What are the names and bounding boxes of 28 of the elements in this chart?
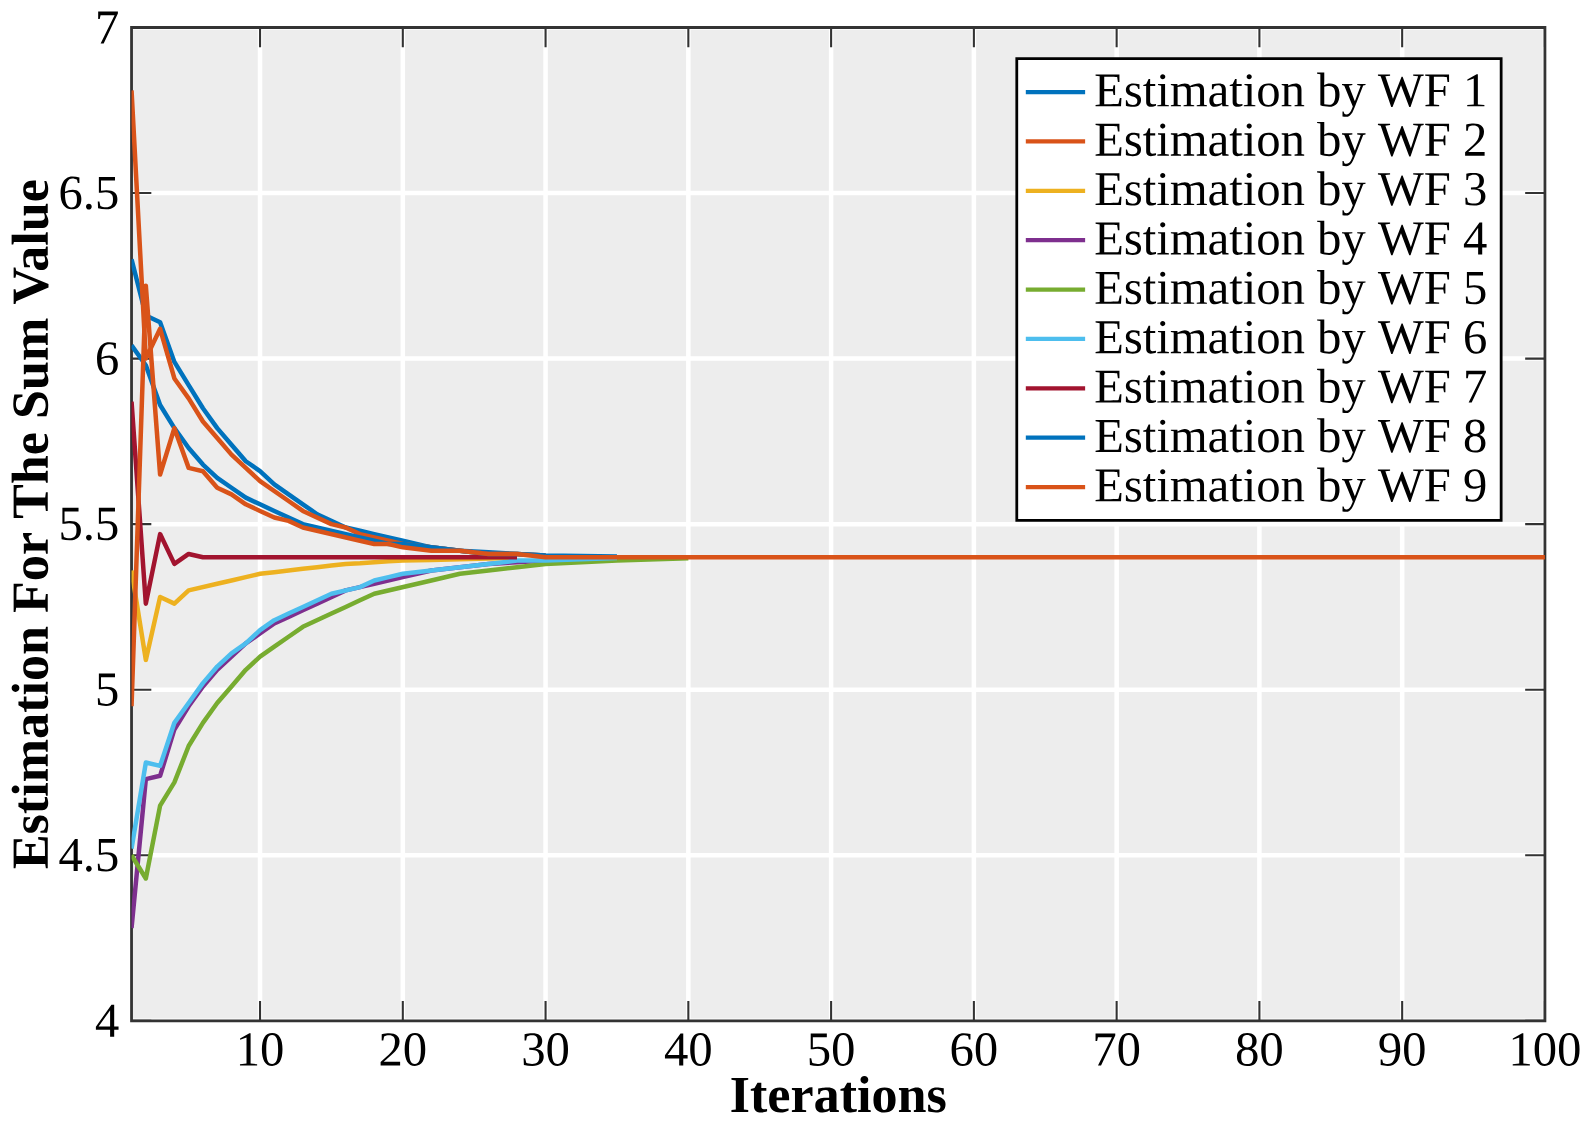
y-tick-label: 5: [97, 673, 118, 706]
y-tick-label: 6.5: [60, 176, 118, 210]
x-tick-label: 10: [239, 1033, 283, 1066]
y-tick-label: 7: [98, 11, 118, 44]
x-axis-title: Iterations: [731, 1075, 946, 1113]
legend-label: Estimation by WF 4: [1095, 220, 1487, 265]
x-tick-label: 50: [809, 1033, 854, 1066]
x-tick-label: 80: [1236, 1033, 1282, 1066]
legend-label: Estimation by WF 3: [1095, 171, 1486, 216]
y-tick-label: 6: [97, 342, 118, 375]
legend-label: Estimation by WF 6: [1095, 319, 1486, 364]
legend-label: Estimation by WF 9: [1095, 467, 1486, 512]
x-tick-label: 90: [1379, 1033, 1425, 1066]
x-tick-label: 40: [664, 1033, 711, 1066]
x-tick-label: 30: [523, 1033, 569, 1066]
y-tick-label: 4.5: [59, 838, 118, 872]
legend-label: Estimation by WF 8: [1095, 418, 1486, 463]
legend-label: Estimation by WF 7: [1095, 368, 1486, 414]
y-axis-title: Estimation For The Sum Value: [11, 180, 49, 869]
legend-label: Estimation by WF 2: [1095, 121, 1485, 167]
y-tick-label: 5.5: [61, 507, 118, 541]
x-tick-label: 20: [380, 1033, 426, 1066]
y-tick-label: 4: [95, 1004, 119, 1037]
legend-label: Estimation by WF 1: [1095, 72, 1485, 117]
x-tick-label: 100: [1512, 1033, 1580, 1066]
legend-label: Estimation by WF 5: [1095, 270, 1486, 315]
x-tick-label: 70: [1095, 1033, 1140, 1066]
x-tick-label: 60: [951, 1033, 997, 1066]
